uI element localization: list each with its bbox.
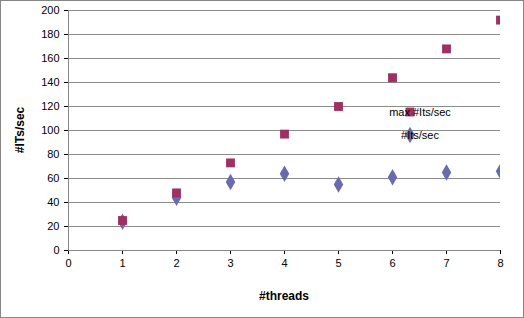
svg-text:180: 180 <box>41 28 59 40</box>
svg-text:1: 1 <box>119 257 125 269</box>
svg-text:80: 80 <box>47 148 59 160</box>
svg-text:0: 0 <box>53 244 59 256</box>
svg-text:#ITs/sec: #ITs/sec <box>13 106 27 153</box>
svg-text:160: 160 <box>41 52 59 64</box>
svg-text:20: 20 <box>47 220 59 232</box>
svg-text:60: 60 <box>47 172 59 184</box>
svg-text:7: 7 <box>443 257 449 269</box>
svg-text:3: 3 <box>227 257 233 269</box>
svg-text:0: 0 <box>65 257 71 269</box>
svg-text:max #Its/sec: max #Its/sec <box>389 106 451 118</box>
svg-text:6: 6 <box>389 257 395 269</box>
svg-text:40: 40 <box>47 196 59 208</box>
svg-text:100: 100 <box>41 124 59 136</box>
svg-text:2: 2 <box>173 257 179 269</box>
svg-text:4: 4 <box>281 257 287 269</box>
svg-text:120: 120 <box>41 100 59 112</box>
svg-text:8: 8 <box>497 257 503 269</box>
svg-text:140: 140 <box>41 76 59 88</box>
svg-text:200: 200 <box>41 4 59 16</box>
svg-text:#Its/sec: #Its/sec <box>401 129 439 141</box>
svg-text:#threads: #threads <box>259 289 309 303</box>
svg-text:5: 5 <box>335 257 341 269</box>
